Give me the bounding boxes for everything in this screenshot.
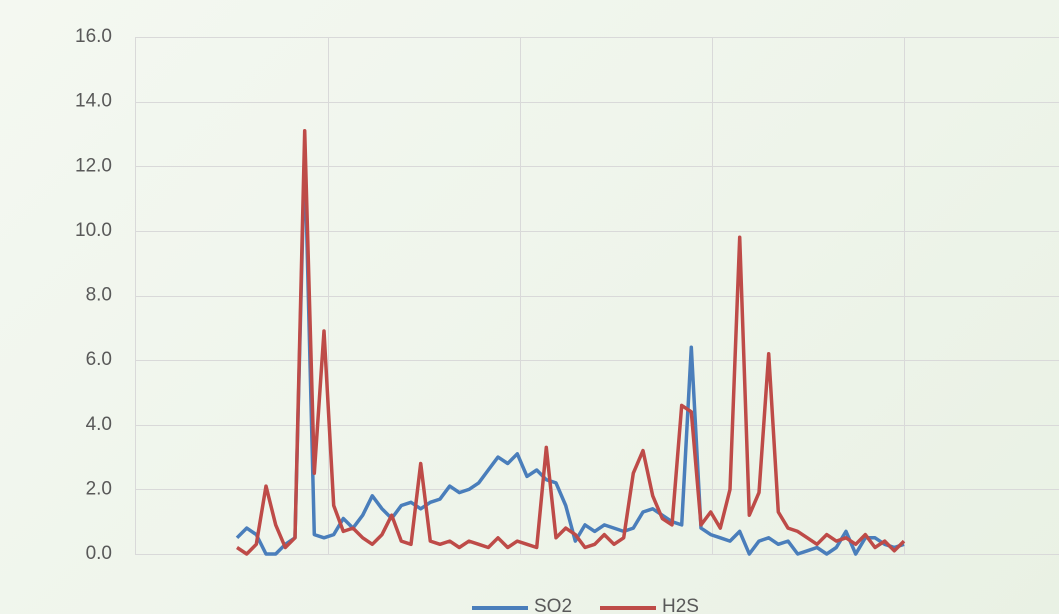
y-tick-label: 12.0: [75, 155, 112, 176]
y-tick-label: 10.0: [75, 220, 112, 241]
series-line: [235, 148, 905, 556]
series-line: [236, 128, 906, 556]
y-tick-label: 0.0: [86, 543, 112, 564]
legend-label: H2S: [662, 596, 699, 614]
y-tick-label: 14.0: [75, 91, 112, 112]
y-tick-label: 16.0: [75, 26, 112, 47]
y-tick-label: 6.0: [86, 349, 112, 370]
y-tick-label: 4.0: [86, 414, 112, 435]
vertical-grid: [135, 37, 905, 554]
y-tick-label: 2.0: [86, 478, 112, 499]
legend-label: SO2: [534, 596, 572, 614]
y-tick-label: 8.0: [86, 285, 112, 306]
